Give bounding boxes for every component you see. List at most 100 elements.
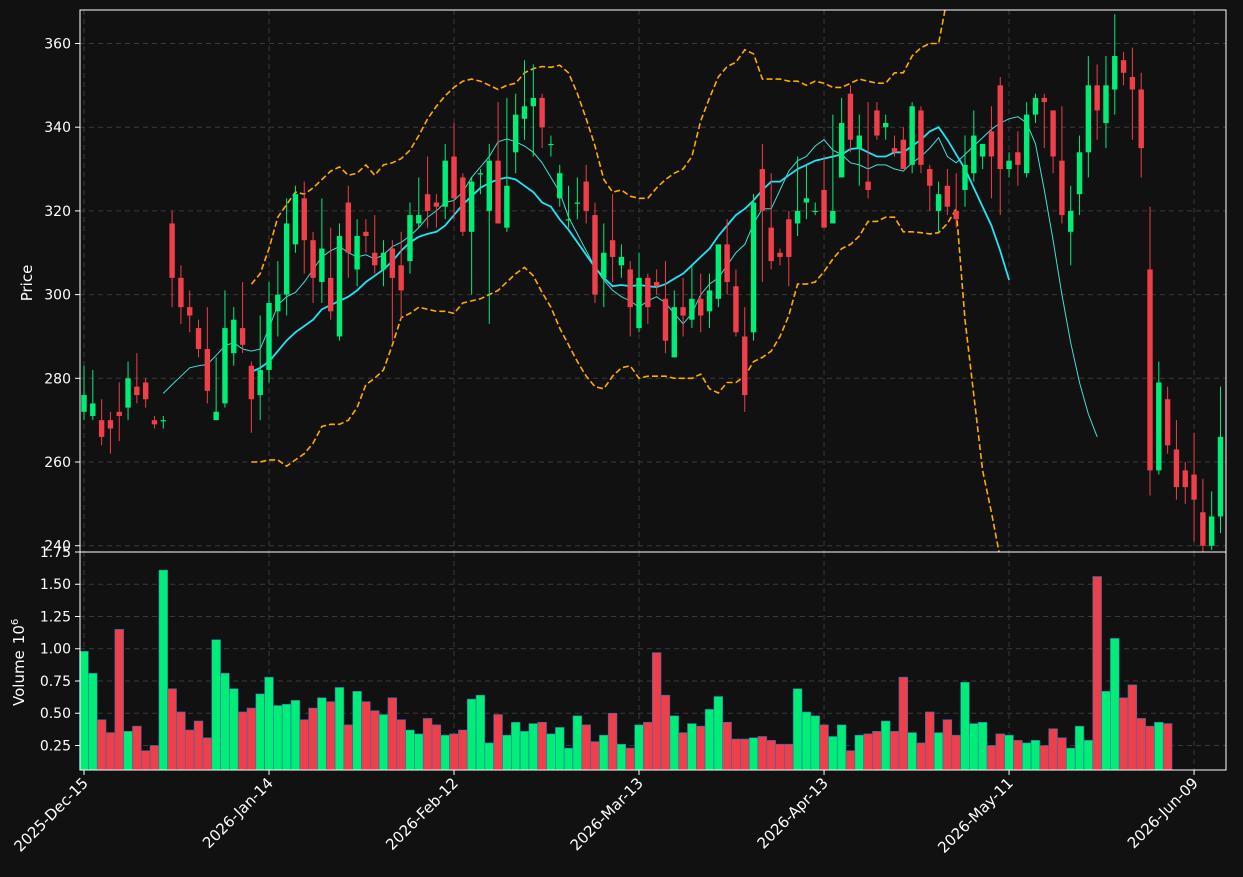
candle-body [627,269,633,308]
volume-bar [211,639,221,771]
volume-bar [334,687,345,771]
volume-bar [1048,728,1058,771]
candle-body [794,210,801,224]
volume-bar [1127,684,1138,771]
candle-body [336,236,343,337]
volume-bar [951,734,961,771]
volume-bar [607,712,618,771]
candle-body [1112,56,1118,90]
volume-bar [185,729,195,771]
candle-body [997,85,1003,170]
candle-body [733,286,739,333]
volume-bar [96,719,107,771]
x-tick-label: 2026-Feb-12 [382,774,462,854]
volume-bar [960,681,970,771]
candle-body [583,181,589,211]
volume-bar [572,715,583,771]
candle-body [759,169,766,211]
volume-bar [986,745,997,771]
volume-bar [599,734,609,771]
volume-bar [863,733,873,771]
candle-body [847,93,854,140]
candle-body [248,365,255,400]
candle-body [169,223,175,278]
volume-bar [810,715,820,771]
candle-body [292,194,299,245]
candle-body [1182,470,1188,488]
volume-bar [167,688,177,771]
volume-bar [246,707,257,771]
candle-body [900,139,907,170]
candle-body [187,307,193,316]
candle-body [557,173,563,199]
candle-body [512,114,519,153]
candle-body [671,307,677,358]
candle-body [90,403,96,416]
price-tick-label: 320 [44,204,71,220]
volume-axis-label: Volume 106 [10,619,28,706]
volume-bar [343,724,353,771]
candle-body [442,160,448,207]
volume-bar [202,737,213,771]
volume-bar [79,651,89,771]
candle-body [653,282,660,287]
candle-body [636,277,642,329]
volume-bar [1136,718,1146,771]
candle-body [1164,399,1171,446]
volume-bar [555,727,565,771]
candle-body [1094,85,1100,111]
candle-body [803,198,810,203]
x-tick-label: 2026-Mar-13 [567,774,647,854]
volume-bar [273,705,283,771]
volume-bar [290,700,301,771]
candle-body [266,302,272,370]
candle-body [345,202,351,253]
volume-tick-label: 1.25 [40,609,71,625]
volume-exponent-base: 10 [10,625,28,644]
candle-body [424,194,431,211]
volume-bar [933,732,944,771]
volume-bar [299,719,309,771]
candle-body [107,420,114,429]
candle-body [486,160,492,211]
candle-body [909,106,915,165]
candle-body [1120,60,1127,73]
volume-exponent-power: 6 [10,619,21,625]
volume-bar [801,711,812,771]
volume-bar [757,736,768,771]
candle-body [971,135,977,174]
candle-body [601,252,607,278]
volume-bar [1145,725,1155,771]
volume-bar [414,733,424,771]
candle-body [178,277,184,308]
candle-body [416,215,422,224]
candle-body [1068,210,1074,232]
volume-axis-label-text: Volume [10,650,28,706]
candle-body [1156,382,1162,471]
candle-body [231,319,237,354]
candle-body [662,298,669,341]
candle-body [151,420,158,425]
candle-body [874,110,880,136]
volume-bar [828,736,838,771]
volume-bar [660,694,671,771]
volume-bar [308,707,318,771]
candle-body [988,131,995,157]
candle-body [865,181,871,190]
candle-body [530,97,537,107]
candle-body [398,265,404,291]
candle-body [125,378,131,408]
volume-bar [678,732,688,771]
volume-bar [1154,721,1164,771]
volume-bar [510,721,521,771]
candle-body [1032,97,1039,115]
candle-body [301,198,307,241]
volume-bar [1013,740,1023,771]
volume-bar [898,676,909,771]
candle-body [495,160,501,224]
volume-bar [563,747,574,771]
volume-bar [942,719,953,771]
candle-body [645,277,651,308]
volume-bar [1074,725,1085,771]
candle-body [160,420,166,422]
